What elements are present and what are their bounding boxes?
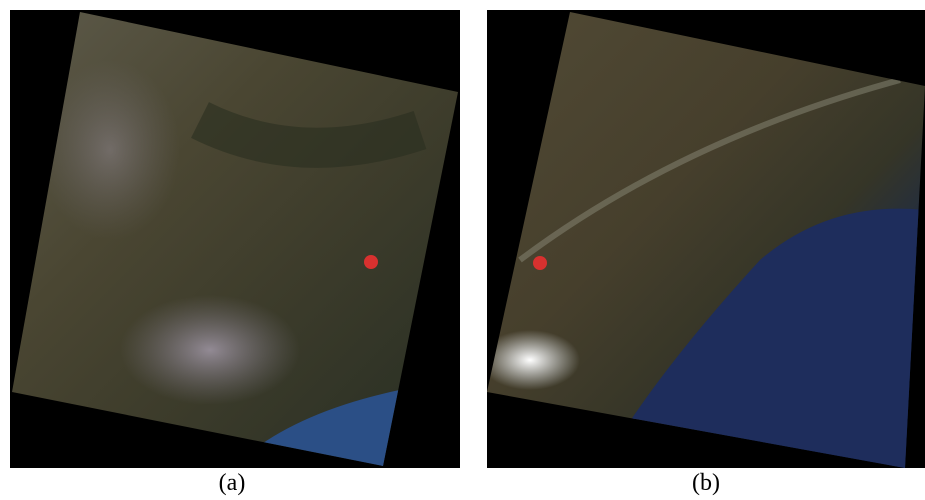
page: (a) (b) (() => { const data = JSON.parse… [0,0,925,500]
urban-area [120,295,300,405]
figure: (a) (b) [0,0,925,500]
caption: (b) [692,470,720,496]
marker [533,256,547,270]
marker [364,255,378,269]
panel-a: (a) [10,10,460,496]
caption: (a) [219,470,246,496]
panel-b: (b) [480,10,925,496]
